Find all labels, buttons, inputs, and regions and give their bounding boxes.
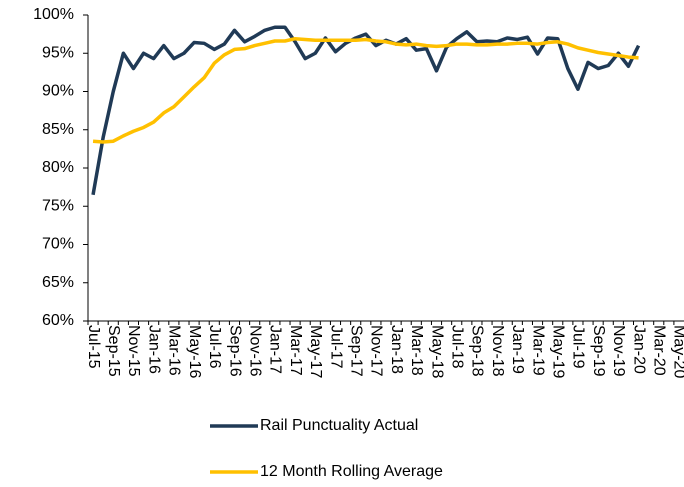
x-tick-label: Sep-15	[105, 325, 122, 377]
y-tick-label: 70%	[42, 236, 74, 253]
x-tick-label: May-20	[671, 325, 684, 378]
x-tick-label: May-19	[549, 325, 566, 378]
x-tick-label: Jul-15	[85, 325, 102, 369]
x-tick-label: Jul-19	[570, 325, 587, 369]
x-tick-label: Nov-17	[368, 325, 385, 377]
y-tick-label: 100%	[33, 6, 74, 23]
x-tick-label: Mar-18	[408, 325, 425, 376]
x-tick-label: Sep-17	[347, 325, 364, 377]
x-tick-label: Nov-18	[489, 325, 506, 377]
y-tick-label: 60%	[42, 312, 74, 329]
x-tick-label: Nov-16	[246, 325, 263, 377]
legend-label: 12 Month Rolling Average	[260, 463, 443, 480]
x-tick-label: Mar-16	[166, 325, 183, 376]
x-tick-label: Sep-16	[226, 325, 243, 377]
series-line	[92, 36, 639, 144]
x-tick-label: Sep-19	[590, 325, 607, 377]
y-tick-label: 85%	[42, 121, 74, 138]
y-tick-label: 75%	[42, 197, 74, 214]
x-tick-label: Nov-19	[610, 325, 627, 377]
x-tick-label: Jul-17	[327, 325, 344, 369]
y-tick-label: 90%	[42, 83, 74, 100]
x-tick-label: Mar-19	[529, 325, 546, 376]
series-line	[91, 25, 641, 196]
y-tick-label: 95%	[42, 44, 74, 61]
y-tick-label: 80%	[42, 159, 74, 176]
x-tick-label: Jul-18	[448, 325, 465, 369]
legend-label: Rail Punctuality Actual	[260, 417, 418, 434]
x-tick-label: Jan-20	[630, 325, 647, 374]
x-tick-label: Jan-16	[145, 325, 162, 374]
x-tick-label: Nov-15	[125, 325, 142, 377]
x-tick-label: May-17	[307, 325, 324, 378]
x-tick-label: Jul-16	[206, 325, 223, 369]
x-tick-label: Mar-17	[287, 325, 304, 376]
x-tick-label: May-16	[186, 325, 203, 378]
x-tick-label: Mar-20	[651, 325, 668, 376]
x-tick-label: Jan-18	[388, 325, 405, 374]
y-tick-label: 65%	[42, 274, 74, 291]
x-tick-label: Jan-17	[267, 325, 284, 374]
x-tick-label: Sep-18	[469, 325, 486, 377]
x-tick-label: Jan-19	[509, 325, 526, 374]
x-tick-label: May-18	[428, 325, 445, 378]
